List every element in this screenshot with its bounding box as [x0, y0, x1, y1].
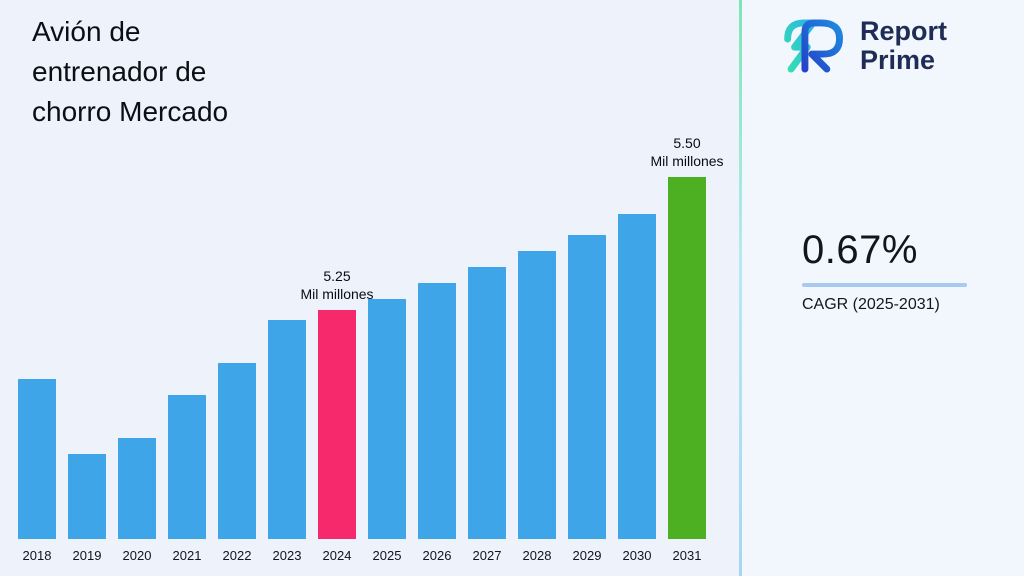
bar-column-2023: 2023: [262, 320, 312, 566]
bar-column-2030: 2030: [612, 214, 662, 566]
panel-divider: [739, 0, 742, 576]
bar-column-2022: 2022: [212, 363, 262, 566]
bar-column-2027: 2027: [462, 267, 512, 566]
x-axis-label-2028: 2028: [522, 548, 552, 563]
cagr-value: 0.67%: [802, 228, 918, 272]
x-axis-label-2018: 2018: [22, 548, 52, 563]
bar-column-2025: 2025: [362, 299, 412, 566]
x-axis-label-2020: 2020: [122, 548, 152, 563]
logo-text-prime: Prime: [860, 45, 936, 75]
x-axis-label-2031: 2031: [672, 548, 702, 563]
bar-column-2028: 2028: [512, 251, 562, 566]
bar-column-2026: 2026: [412, 283, 462, 566]
bar-value-label-2031: 5.50 Mil millones: [650, 135, 724, 169]
x-axis-label-2026: 2026: [422, 548, 452, 563]
x-axis-label-2021: 2021: [172, 548, 202, 563]
bar-2025: [368, 299, 406, 539]
bar-column-2019: 2019: [62, 454, 112, 566]
bar-2023: [268, 320, 306, 539]
bar-column-2020: 2020: [112, 438, 162, 566]
bar-2020: [118, 438, 156, 539]
report-prime-logo-icon: [784, 19, 843, 73]
report-prime-logo: Report Prime: [778, 16, 1024, 76]
x-axis-label-2027: 2027: [472, 548, 502, 563]
bar-2029: [568, 235, 606, 539]
x-axis-label-2024: 2024: [322, 548, 352, 563]
bar-2024: [318, 310, 356, 539]
bar-chart: Avión de entrenador de chorro Mercado 20…: [12, 16, 724, 566]
x-axis-label-2022: 2022: [222, 548, 252, 563]
bar-2018: [18, 379, 56, 539]
bar-column-2029: 2029: [562, 235, 612, 566]
x-axis-label-2019: 2019: [72, 548, 102, 563]
cagr-block: 0.67% CAGR (2025-2031): [802, 228, 1024, 314]
x-axis-label-2029: 2029: [572, 548, 602, 563]
logo-text-report: Report: [860, 15, 947, 46]
bar-2031: [668, 177, 706, 539]
right-panel: Report Prime 0.67% CAGR (2025-2031): [742, 0, 1024, 576]
bar-column-2018: 2018: [12, 379, 62, 566]
bar-column-2024: 5.25 Mil millones 2024: [300, 268, 373, 566]
cagr-underline: [802, 283, 967, 287]
bar-column-2031: 5.50 Mil millones 2031: [650, 135, 723, 566]
bars-row: 2018 2019 2020 2021 2022 2023 5.25 Mil millones…: [12, 135, 724, 566]
bar-2027: [468, 267, 506, 539]
bar-2030: [618, 214, 656, 539]
bar-2021: [168, 395, 206, 539]
bar-2026: [418, 283, 456, 539]
bar-2028: [518, 251, 556, 539]
x-axis-label-2030: 2030: [622, 548, 652, 563]
x-axis-label-2025: 2025: [372, 548, 402, 563]
bar-2022: [218, 363, 256, 539]
bar-value-label-2024: 5.25 Mil millones: [300, 268, 374, 302]
x-axis-label-2023: 2023: [272, 548, 302, 563]
cagr-label: CAGR (2025-2031): [802, 296, 940, 313]
bar-column-2021: 2021: [162, 395, 212, 566]
logo-text: Report Prime: [860, 15, 947, 75]
chart-title: Avión de entrenador de chorro Mercado: [32, 16, 229, 127]
bar-2019: [68, 454, 106, 539]
